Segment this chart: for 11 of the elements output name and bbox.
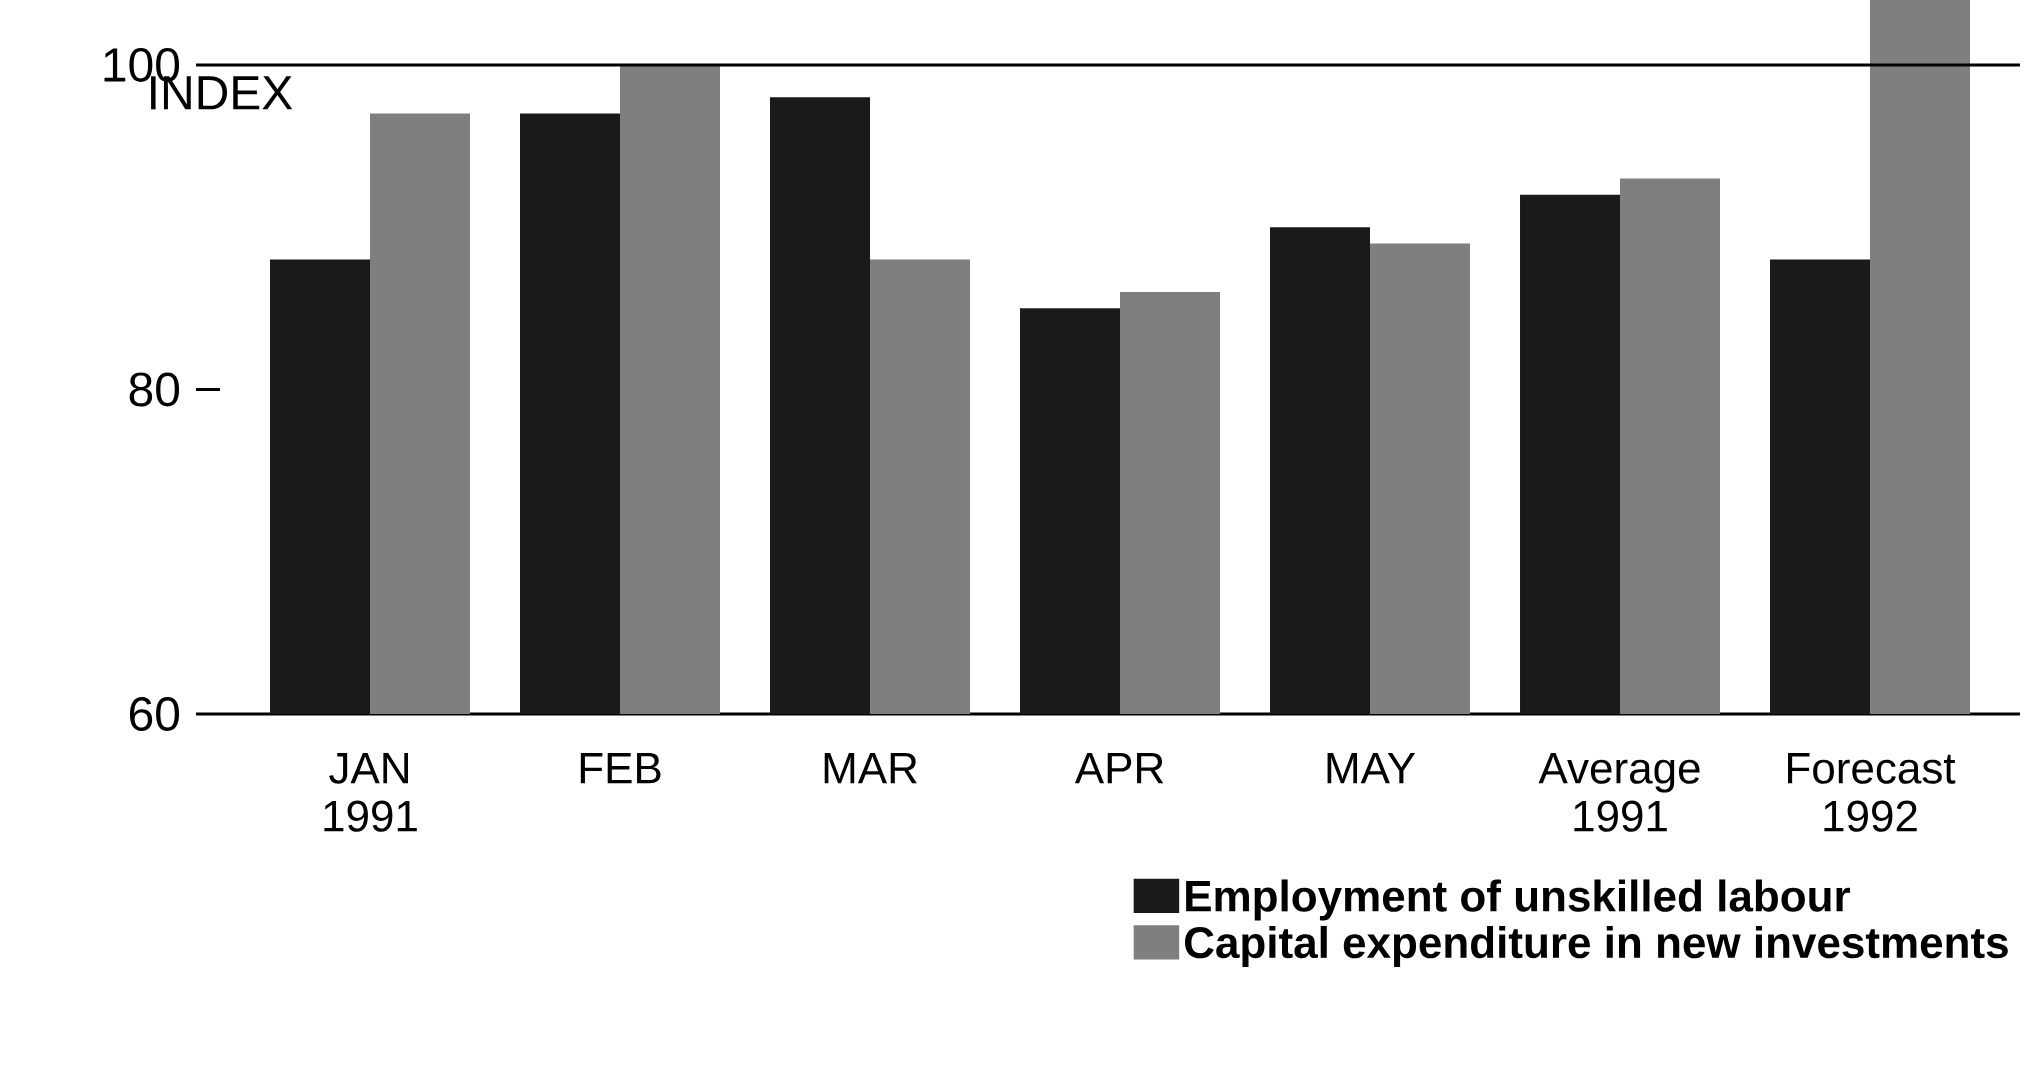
y-tick-label: 80	[129, 372, 180, 407]
x-tick-label: MAR	[824, 753, 917, 784]
x-tick-label: Average 1991	[1538, 753, 1700, 832]
legend-label: Capital expenditure in new investments	[1185, 925, 2008, 967]
legend-label: Employment of unskilled labour	[1186, 879, 1850, 921]
x-tick-label: APR	[1074, 753, 1164, 784]
x-tick-label: MAY	[1327, 753, 1416, 784]
x-tick-label: Forecast 1992	[1788, 753, 1956, 832]
x-tick-label: JAN 1991	[324, 753, 417, 832]
y-tick-label: 60	[129, 697, 180, 731]
x-tick-label: FEB	[580, 753, 661, 784]
